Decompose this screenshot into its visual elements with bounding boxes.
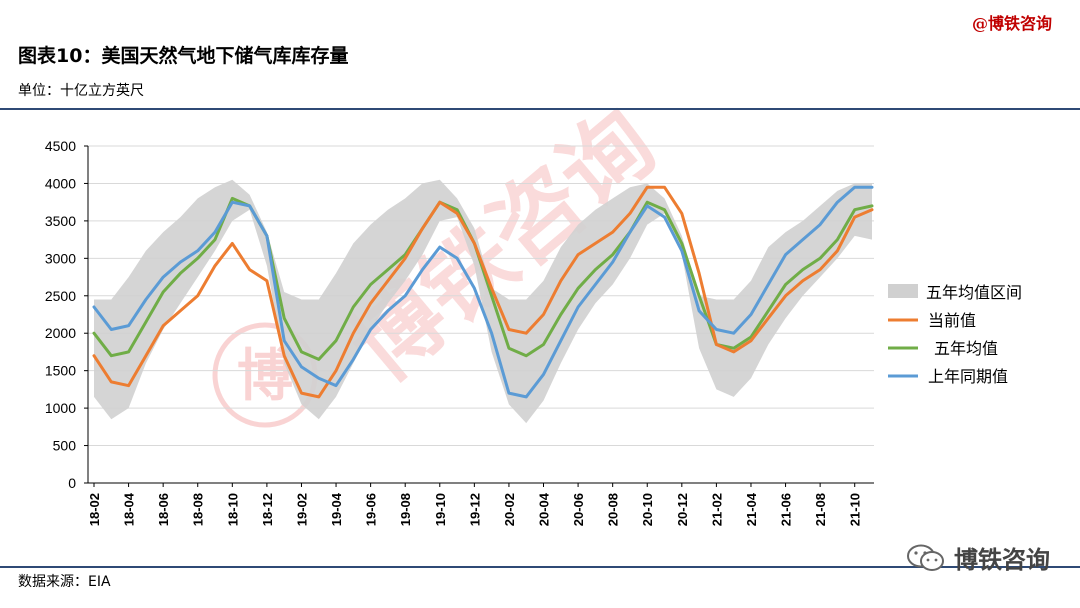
x-tick-label: 20-04 [537,492,552,526]
x-tick-label: 21-08 [813,493,828,526]
y-tick-label: 4000 [45,175,76,191]
x-tick-label: 20-02 [502,493,517,526]
x-tick-label: 21-04 [744,492,759,526]
series-line-1 [92,185,874,399]
brand-logo-text: @博铁咨询 [971,14,1052,33]
wechat-badge: 博铁咨询 [906,540,1050,575]
x-tick-label: 19-02 [294,493,309,526]
x-tick-label: 20-10 [640,493,655,526]
x-tick-label: 18-10 [225,493,240,526]
x-tick-label: 19-10 [433,493,448,526]
page-title: 图表10：美国天然气地下储气库库存量 [18,45,349,67]
y-tick-label: 500 [53,438,77,454]
x-tick-label: 18-04 [122,492,137,526]
x-tick-label: 21-10 [848,493,863,526]
x-tick-label: 18-12 [260,493,275,526]
source-note: 数据来源：EIA [18,574,111,590]
x-tick-label: 19-12 [467,493,482,526]
wechat-icon [907,544,944,571]
x-tick-label: 19-06 [364,493,379,526]
legend-label: 当前值 [928,311,976,330]
series-line-3 [92,185,874,399]
legend-label: 五年均值区间 [926,283,1022,302]
x-tick-label: 18-02 [87,493,102,526]
x-tick-label: 20-12 [675,493,690,526]
unit-label: 单位：十亿立方英尺 [18,83,144,99]
y-tick-label: 1500 [45,363,76,379]
x-tick-label: 21-06 [779,493,794,526]
x-tick-label: 18-06 [156,493,171,526]
y-tick-label: 4500 [45,138,76,154]
bottom-divider [0,566,1080,568]
y-tick-label: 2000 [45,325,76,341]
y-tick-label: 1000 [45,400,76,416]
x-tick-label: 20-08 [606,493,621,526]
legend-swatch [888,284,918,298]
x-tick-label: 19-08 [398,493,413,526]
legend-label: 五年均值 [934,339,998,358]
x-tick-label: 21-02 [709,493,724,526]
wechat-label: 博铁咨询 [954,546,1050,574]
top-divider [0,108,1080,110]
x-tick-label: 18-08 [191,493,206,526]
y-tick-label: 3500 [45,213,76,229]
y-tick-label: 3000 [45,250,76,266]
plot-area: 0 500 1000 1500 2000 2500 3000 3500 4000 4500 18-0… [45,138,874,526]
x-tick-label: 19-04 [329,492,344,526]
legend-label: 上年同期值 [928,367,1008,386]
y-tick-label: 2500 [45,288,76,304]
x-tick-label: 20-06 [571,493,586,526]
y-tick-label: 0 [68,475,76,491]
